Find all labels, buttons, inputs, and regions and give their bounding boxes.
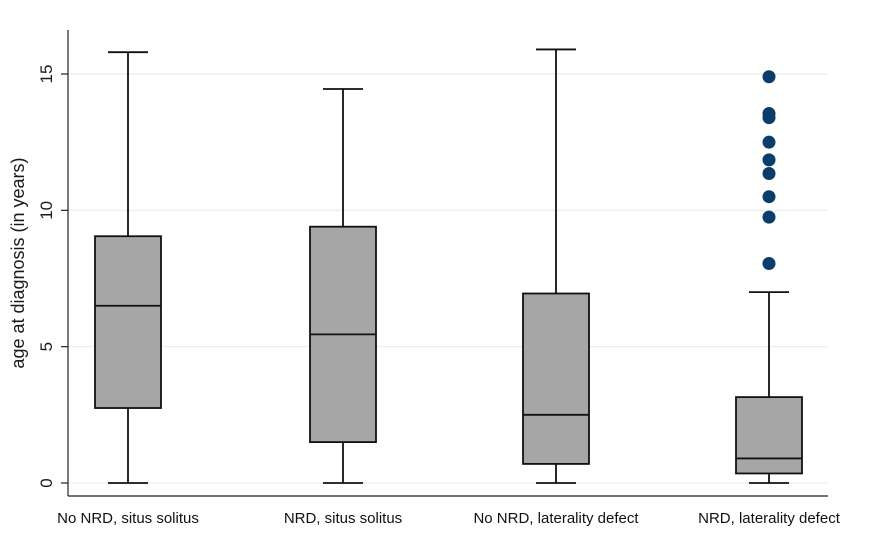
outlier-point (762, 167, 776, 181)
category-labels: No NRD, situs solitus NRD, situs solitus N… (57, 510, 841, 527)
box-iqr (522, 292, 590, 465)
outlier-point (762, 70, 776, 84)
category-label-1: No NRD, situs solitus (57, 510, 199, 527)
gridlines (68, 73, 828, 484)
box-group-3 (522, 48, 590, 484)
box-group-1 (94, 51, 162, 484)
category-label-3: No NRD, laterality defect (473, 510, 639, 527)
outlier-point (762, 190, 776, 204)
outlier-point (762, 210, 776, 224)
y-tick-label-15: 15 (37, 65, 56, 84)
y-tick-label-10: 10 (37, 201, 56, 220)
y-axis-title: age at diagnosis (in years) (8, 157, 28, 368)
outlier-point (762, 153, 776, 167)
box-iqr (735, 396, 803, 475)
y-tick-label-0: 0 (37, 478, 56, 487)
outlier-point (762, 135, 776, 149)
y-ticks: 0 5 10 15 (37, 65, 68, 488)
y-tick-label-5: 5 (37, 342, 56, 351)
box-group-2 (309, 88, 377, 484)
category-label-4: NRD, laterality defect (698, 510, 841, 527)
box-iqr (94, 235, 162, 409)
axes (67, 30, 828, 497)
boxes (94, 48, 803, 484)
box-group-4 (735, 70, 803, 484)
outlier-point (762, 257, 776, 271)
category-label-2: NRD, situs solitus (284, 510, 402, 527)
outlier-point (762, 107, 776, 121)
